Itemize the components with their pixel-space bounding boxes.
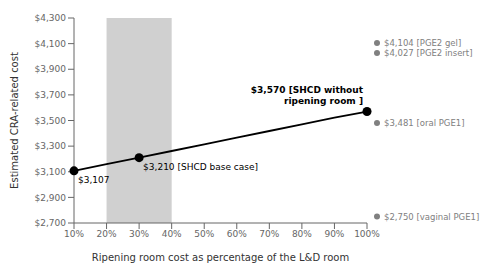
svg-text:$2,700: $2,700 [35,218,67,228]
svg-text:$4,100: $4,100 [35,39,67,49]
svg-text:$3,500: $3,500 [35,116,67,126]
svg-text:Ripening room cost as percenta: Ripening room cost as percentage of the … [92,252,349,263]
svg-text:$3,700: $3,700 [35,90,67,100]
svg-text:10%: 10% [64,229,84,239]
svg-text:$3,900: $3,900 [35,64,67,74]
svg-text:80%: 80% [292,229,312,239]
svg-text:$3,210 [SHCD base case]: $3,210 [SHCD base case] [143,162,258,172]
svg-text:70%: 70% [259,229,279,239]
svg-text:60%: 60% [227,229,247,239]
svg-text:$4,104 [PGE2 gel]: $4,104 [PGE2 gel] [384,38,461,48]
svg-text:100%: 100% [354,229,380,239]
svg-text:$3,300: $3,300 [35,141,67,151]
svg-text:40%: 40% [162,229,182,239]
svg-text:90%: 90% [324,229,344,239]
svg-text:$3,100: $3,100 [35,167,67,177]
svg-text:20%: 20% [97,229,117,239]
svg-text:30%: 30% [129,229,149,239]
svg-text:Estimated CRA-related cost: Estimated CRA-related cost [9,52,20,189]
svg-text:$3,481 [oral PGE1]: $3,481 [oral PGE1] [384,118,465,128]
svg-text:$3,107: $3,107 [78,175,110,185]
svg-text:$2,900: $2,900 [35,193,67,203]
svg-text:$4,027 [PGE2 insert]: $4,027 [PGE2 insert] [384,48,473,58]
svg-text:50%: 50% [194,229,214,239]
svg-text:$2,750 [vaginal PGE1]: $2,750 [vaginal PGE1] [384,212,479,222]
svg-text:$3,570 [SHCD withoutripening r: $3,570 [SHCD withoutripening room ] [251,85,364,106]
svg-text:$4,300: $4,300 [35,13,67,23]
